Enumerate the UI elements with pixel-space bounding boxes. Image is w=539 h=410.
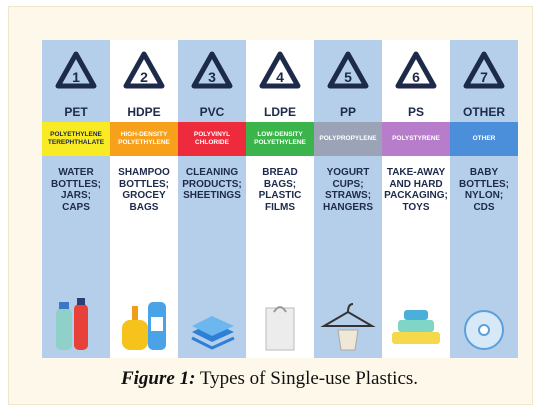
item-icon xyxy=(56,298,88,350)
resin-number: 5 xyxy=(344,69,352,85)
use-line: BOTTLES; xyxy=(42,179,110,191)
use-line: STRAWS; xyxy=(314,190,382,202)
resin-name: OTHER xyxy=(473,135,496,143)
resin-name: LOW-DENSITY xyxy=(257,131,302,139)
use-line: SHAMPOO xyxy=(110,167,178,179)
use-line: PLASTIC xyxy=(246,190,314,202)
use-line: AND HARD xyxy=(382,179,450,191)
resin-name: POLYVINYL xyxy=(194,131,230,139)
resin-code: LDPE xyxy=(246,105,314,119)
use-line: BAGS xyxy=(110,202,178,214)
resin-name: POLYETHYLENE xyxy=(254,139,306,147)
resin-code: OTHER xyxy=(450,105,518,119)
resin-name-band: POLYPROPYLENE xyxy=(314,122,382,156)
use-line: TOYS xyxy=(382,202,450,214)
use-line: WATER xyxy=(42,167,110,179)
item-icon xyxy=(192,316,234,348)
resin-number: 2 xyxy=(140,69,148,85)
use-line: CAPS xyxy=(42,202,110,214)
resin-name: POLYPROPYLENE xyxy=(319,135,376,143)
use-line: NYLON; xyxy=(450,190,518,202)
caption-label: Figure 1: xyxy=(121,368,195,389)
resin-name: TEREPHTHALATE xyxy=(48,139,104,147)
use-line: HANGERS xyxy=(314,202,382,214)
resin-code: PS xyxy=(382,105,450,119)
use-line: FILMS xyxy=(246,202,314,214)
item-icon xyxy=(465,311,503,349)
resin-name: POLYETHYLENE xyxy=(50,131,102,139)
resin-name-band: OTHER xyxy=(450,122,518,156)
resin-number: 4 xyxy=(276,69,284,85)
use-line: SHEETINGS xyxy=(178,190,246,202)
item-icon xyxy=(392,310,440,344)
resin-code: PET xyxy=(42,105,110,119)
item-icon xyxy=(122,302,166,350)
use-line: BOTTLES; xyxy=(450,179,518,191)
resin-name: POLYSTYRENE xyxy=(392,135,440,143)
item-icon xyxy=(266,307,294,350)
use-line: BREAD xyxy=(246,167,314,179)
resin-name: POLYETHYLENE xyxy=(118,139,170,147)
use-line: CUPS; xyxy=(314,179,382,191)
use-line: JARS; xyxy=(42,190,110,202)
caption: Figure 1: Types of Single-use Plastics. xyxy=(0,368,539,390)
resin-code: HDPE xyxy=(110,105,178,119)
resin-code: PP xyxy=(314,105,382,119)
use-line: BABY xyxy=(450,167,518,179)
resin-name-band: POLYSTYRENE xyxy=(382,122,450,156)
use-line: PACKAGING; xyxy=(382,190,450,202)
resin-number: 7 xyxy=(480,69,488,85)
resin-code: PVC xyxy=(178,105,246,119)
use-line: BAGS; xyxy=(246,179,314,191)
use-line: TAKE-AWAY xyxy=(382,167,450,179)
resin-number: 6 xyxy=(412,69,420,85)
use-line: CDS xyxy=(450,202,518,214)
resin-number: 1 xyxy=(72,69,80,85)
use-line: BOTTLES; xyxy=(110,179,178,191)
resin-name: CHLORIDE xyxy=(195,139,229,147)
use-line: YOGURT xyxy=(314,167,382,179)
use-line: PRODUCTS; xyxy=(178,179,246,191)
caption-text: Types of Single-use Plastics. xyxy=(195,368,418,389)
use-line: GROCEY xyxy=(110,190,178,202)
item-icon xyxy=(324,304,372,350)
resin-number: 3 xyxy=(208,69,216,85)
resin-name: HIGH-DENSITY xyxy=(121,131,168,139)
use-line: CLEANING xyxy=(178,167,246,179)
